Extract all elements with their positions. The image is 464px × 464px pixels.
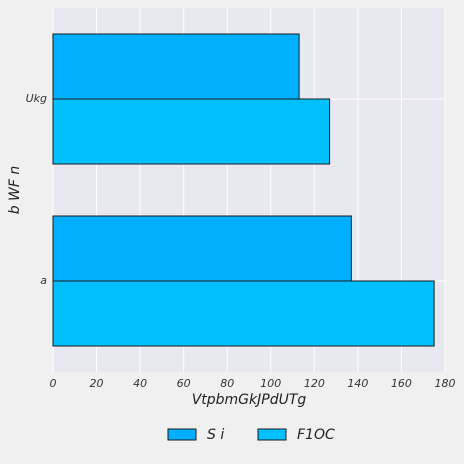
x-tick-label-180: 180	[435, 377, 456, 390]
x-tick-label-80: 80	[220, 377, 234, 390]
x-tick-labels: 0 20 40 60 80 100 120 140 160 180	[50, 377, 456, 390]
bar-s-i-ukg	[52, 33, 300, 100]
bar-f1oc-ukg	[52, 98, 331, 165]
legend-swatch-s-i	[167, 428, 197, 441]
legend-label-s-i: S i	[207, 427, 224, 443]
y-tick-label-ukg: Ukg	[26, 92, 47, 105]
x-tick-label-40: 40	[133, 377, 147, 390]
legend: S i F1OC	[167, 427, 335, 443]
x-tick-label-20: 20	[90, 377, 104, 390]
x-tick-label-0: 0	[50, 377, 57, 390]
bars	[52, 33, 435, 347]
y-tick-label-a: a	[40, 274, 47, 287]
y-axis-label: b WF n	[7, 166, 23, 215]
bar-f1oc-a	[52, 280, 435, 347]
x-axis-label: VtpbmGkJPdUTg	[192, 392, 307, 408]
legend-swatch-f1oc	[257, 428, 287, 441]
x-tick-label-160: 160	[391, 377, 412, 390]
legend-label-f1oc: F1OC	[297, 427, 335, 443]
x-tick-label-60: 60	[177, 377, 191, 390]
x-tick-label-120: 120	[304, 377, 325, 390]
y-tick-labels: Ukg a	[26, 92, 48, 287]
x-tick-label-100: 100	[260, 377, 281, 390]
bar-s-i-a	[52, 215, 352, 282]
x-tick-label-140: 140	[347, 377, 368, 390]
